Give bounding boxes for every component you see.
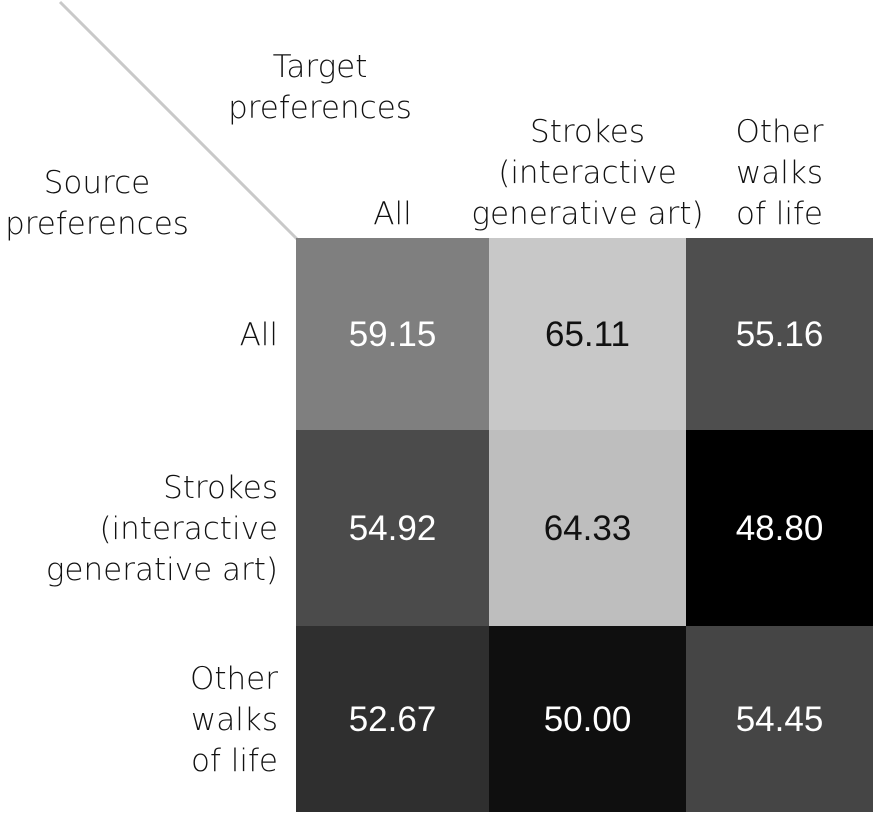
heatmap-cell [489, 430, 686, 626]
source-preferences-label: Source [44, 165, 150, 201]
row-label: All [240, 317, 278, 353]
corner-source-header: Source preferences [5, 165, 189, 242]
heatmap-cell [489, 626, 686, 812]
row-label: of life [191, 743, 278, 779]
heatmap-cell [489, 238, 686, 430]
heatmap-cell [296, 430, 489, 626]
corner-diagonal-line [58, 0, 300, 242]
cell-value-label: 50.00 [544, 700, 632, 739]
cell-value-label: 59.15 [349, 315, 437, 354]
row-label: (interactive [99, 511, 278, 547]
column-label: generative art) [471, 196, 703, 232]
cell-value-label: 65.11 [545, 315, 630, 354]
heatmap-cell [296, 626, 489, 812]
column-label: walks [736, 155, 823, 191]
column-label: of life [736, 196, 823, 232]
row-label: generative art) [46, 552, 278, 588]
heatmap-cell [686, 238, 873, 430]
column-label: (interactive [498, 155, 677, 191]
source-preferences-label: preferences [5, 206, 189, 242]
target-preferences-label: Target [273, 49, 368, 85]
row-label: walks [191, 702, 278, 738]
cell-value-label: 55.16 [736, 315, 824, 354]
heatmap-cells: 59.15 65.11 55.16 54.92 64.33 48.80 52.67 50.00… [296, 238, 873, 812]
target-preferences-label: preferences [228, 90, 412, 126]
cell-value-label: 48.80 [736, 509, 824, 548]
heatmap-cell [686, 430, 873, 626]
heatmap-cell [686, 626, 873, 812]
cell-value-label: 54.45 [736, 700, 824, 739]
column-labels: All Strokes (interactive generative art) Oth… [373, 114, 823, 232]
cell-value-label: 52.67 [349, 700, 437, 739]
cell-value-label: 64.33 [544, 509, 632, 548]
column-label: Strokes [530, 114, 645, 150]
row-label: Other [190, 661, 278, 697]
column-label: All [373, 196, 411, 232]
heatmap-cell [296, 238, 489, 430]
corner-target-header: Target preferences [228, 49, 412, 126]
row-labels: All Strokes (interactive generative art) Oth… [46, 317, 278, 779]
column-label: Other [735, 114, 823, 150]
row-label: Strokes [163, 470, 278, 506]
cell-value-label: 54.92 [349, 509, 437, 548]
